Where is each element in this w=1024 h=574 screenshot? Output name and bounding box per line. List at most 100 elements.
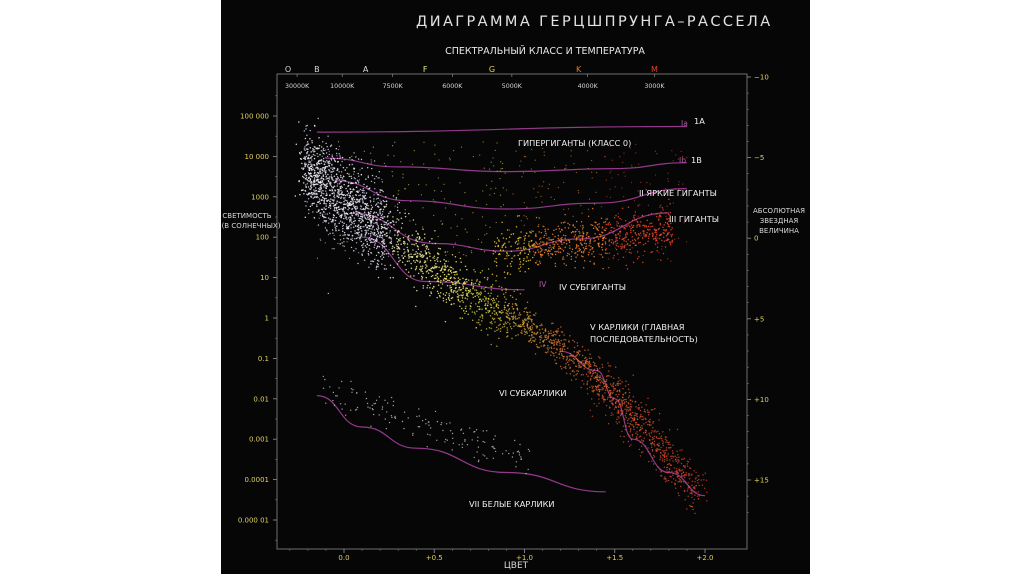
star-point [334, 197, 336, 199]
star-point [386, 228, 388, 230]
star-point [524, 270, 526, 273]
star-point [657, 448, 659, 451]
star-point [636, 424, 639, 426]
star-point [495, 297, 498, 300]
star-point [532, 339, 534, 342]
star-point [485, 311, 488, 314]
star-point [448, 279, 451, 282]
star-point [547, 344, 549, 347]
star-point [462, 277, 464, 280]
star-point [317, 181, 319, 183]
star-point [342, 194, 344, 196]
star-point [442, 297, 445, 299]
star-point [624, 227, 627, 230]
star-point [317, 190, 319, 192]
star-point [623, 226, 626, 229]
star-point [485, 224, 487, 226]
star-point [298, 180, 300, 182]
star-point [402, 242, 405, 245]
star-point [365, 214, 367, 216]
star-point [666, 455, 668, 457]
star-point [601, 243, 604, 245]
star-point [647, 237, 650, 240]
star-point [359, 239, 361, 241]
star-point [334, 226, 336, 228]
star-point [512, 452, 514, 454]
star-point [489, 194, 491, 196]
star-point [378, 414, 380, 416]
star-point [325, 402, 327, 404]
star-point [554, 330, 557, 333]
star-point [659, 458, 661, 461]
star-point [508, 323, 511, 325]
star-point [523, 246, 525, 248]
star-point [475, 280, 478, 282]
star-point [397, 193, 399, 195]
star-point [587, 375, 589, 377]
star-point [477, 460, 480, 463]
star-point [336, 173, 338, 176]
star-point [670, 464, 672, 467]
star-point [390, 240, 393, 242]
star-point [664, 459, 666, 461]
star-point [631, 226, 634, 228]
star-point [370, 260, 372, 262]
star-point [370, 159, 372, 161]
star-point [487, 302, 489, 304]
luminosity-curve-3 [352, 212, 669, 252]
star-point [528, 450, 531, 452]
star-point [322, 141, 324, 143]
star-point [604, 389, 607, 391]
star-point [480, 291, 482, 293]
star-point [357, 215, 360, 217]
star-point [671, 455, 673, 457]
star-point [365, 229, 367, 232]
star-point [582, 374, 584, 376]
star-point [314, 164, 316, 167]
star-point [630, 416, 632, 419]
star-point [341, 193, 343, 196]
star-point [329, 204, 332, 206]
star-point [665, 436, 668, 439]
star-point [510, 327, 513, 330]
star-point [343, 194, 346, 196]
star-point [308, 212, 310, 215]
star-point [509, 273, 512, 276]
star-point [647, 225, 650, 228]
star-point [427, 421, 429, 423]
star-point [674, 458, 677, 461]
star-point [639, 455, 642, 457]
star-point [327, 234, 330, 236]
star-point [411, 255, 414, 258]
star-point [571, 230, 574, 233]
star-point [570, 150, 572, 152]
star-point [356, 199, 358, 201]
star-point [303, 174, 306, 176]
star-point [554, 250, 556, 253]
star-point [563, 208, 565, 211]
star-point [558, 353, 560, 356]
star-point [678, 477, 680, 480]
star-point [392, 216, 394, 218]
star-point [583, 368, 585, 370]
y-tick-label-right-3: +5 [754, 315, 764, 323]
star-point [668, 428, 671, 431]
star-point [531, 324, 533, 327]
star-point [652, 235, 654, 238]
star-point [319, 153, 321, 156]
star-point [566, 254, 568, 257]
star-point [526, 319, 528, 321]
star-point [350, 191, 352, 193]
star-point [640, 181, 642, 184]
star-point [345, 187, 347, 190]
star-point [539, 332, 542, 334]
star-point [406, 277, 408, 280]
star-point [635, 406, 637, 408]
star-point [576, 345, 579, 347]
star-point [555, 333, 557, 336]
star-point [565, 363, 567, 365]
star-point [403, 411, 406, 413]
star-point [570, 255, 573, 258]
star-point [494, 260, 496, 262]
star-point [360, 240, 362, 243]
